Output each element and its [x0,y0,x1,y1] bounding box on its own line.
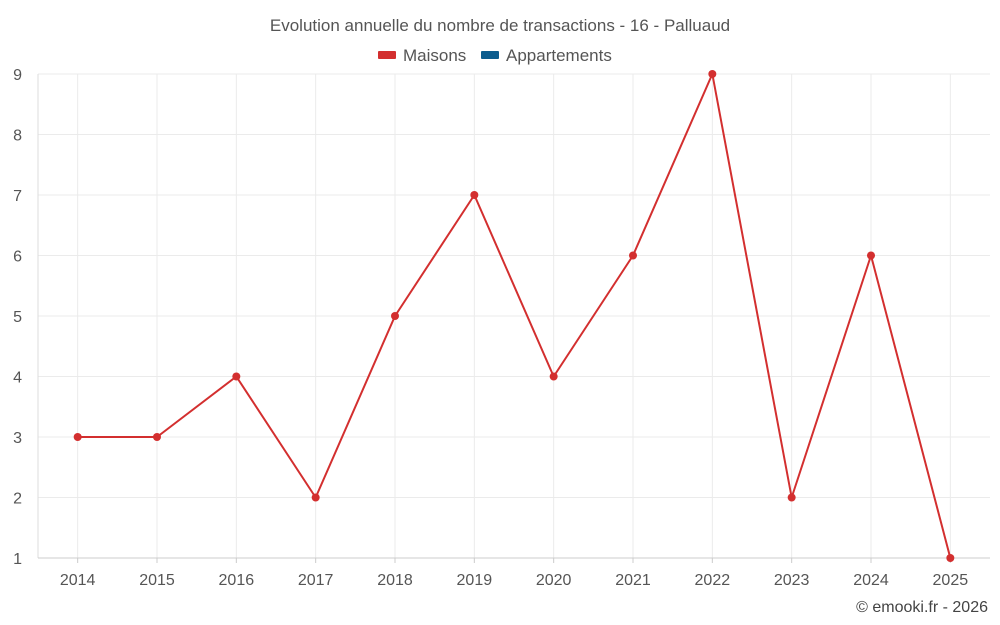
x-tick-label: 2016 [219,572,255,589]
y-tick-label: 3 [13,430,22,447]
x-axis: 2014 2015 2016 2017 2018 2019 2020 2021 2022 2023… [60,558,968,589]
data-point-maisons-2022[interactable] [708,70,717,78]
x-tick-label: 2021 [615,572,651,589]
y-tick-label: 1 [13,551,22,568]
legend-label-appartements: Appartements [506,46,612,65]
series-line-maisons [77,73,952,559]
data-point-maisons-2017[interactable] [311,493,320,502]
y-axis: 1 2 3 4 5 6 7 8 9 [13,67,22,568]
legend-item-appartements[interactable]: Appartements [481,46,612,65]
data-point-maisons-2021[interactable] [629,251,637,260]
chart-title: Evolution annuelle du nombre de transact… [270,16,730,35]
data-point-maisons-2016[interactable] [232,372,241,381]
x-tick-label: 2020 [536,572,572,589]
legend-swatch-maisons [378,51,396,59]
grid [37,73,990,559]
legend-label-maisons: Maisons [403,46,466,65]
x-tick-label: 2015 [139,572,175,589]
data-point-maisons-2024[interactable] [867,251,875,260]
data-point-maisons-2018[interactable] [391,312,399,320]
y-tick-label: 4 [13,370,22,387]
data-point-maisons-2014[interactable] [73,433,82,441]
data-point-maisons-2019[interactable] [470,191,479,199]
legend-swatch-appartements [481,51,499,59]
data-point-maisons-2025[interactable] [946,554,955,562]
x-tick-label: 2014 [60,572,96,589]
y-tick-label: 7 [13,188,22,205]
legend: Maisons Appartements [378,46,612,65]
x-tick-label: 2024 [853,572,889,589]
legend-item-maisons[interactable]: Maisons [378,46,466,65]
y-tick-label: 9 [13,67,22,84]
data-point-maisons-2023[interactable] [787,493,796,502]
x-tick-label: 2025 [933,572,969,589]
data-point-maisons-2020[interactable] [549,372,558,381]
y-tick-label: 8 [13,128,22,145]
series-maisons [73,70,955,562]
x-tick-label: 2018 [377,572,413,589]
data-point-maisons-2015[interactable] [153,433,161,441]
y-tick-label: 2 [13,491,22,508]
x-tick-label: 2023 [774,572,810,589]
x-tick-label: 2017 [298,572,334,589]
x-tick-label: 2022 [695,572,731,589]
y-tick-label: 6 [13,249,22,266]
x-tick-label: 2019 [457,572,493,589]
y-tick-label: 5 [13,309,22,326]
credit: © emooki.fr - 2026 [856,599,988,616]
